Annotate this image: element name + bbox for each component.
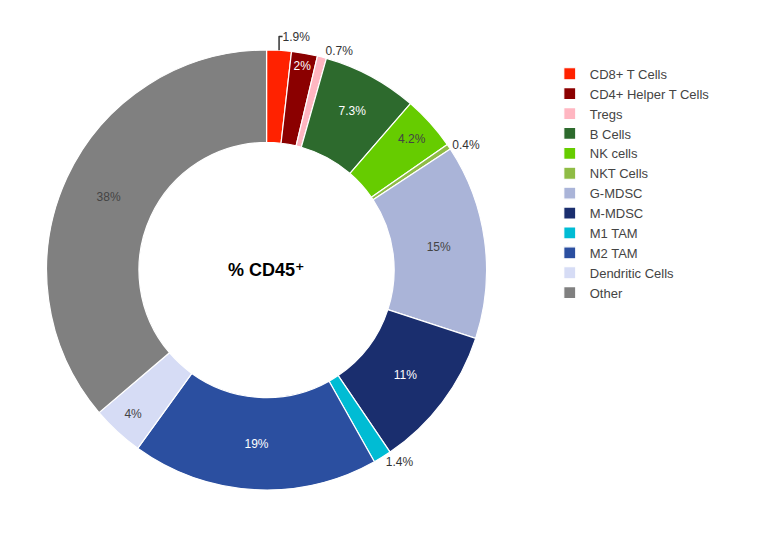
svg-text:B Cells: B Cells [590,127,632,142]
svg-text:G-MDSC: G-MDSC [590,186,643,201]
svg-text:M2 TAM: M2 TAM [590,246,638,261]
svg-text:Other: Other [590,286,623,301]
svg-text:1.4%: 1.4% [386,455,414,469]
svg-text:Tregs: Tregs [590,107,623,122]
svg-text:% CD45⁺: % CD45⁺ [228,260,305,280]
svg-text:7.3%: 7.3% [338,104,366,118]
svg-text:0.7%: 0.7% [325,44,353,58]
svg-text:CD8+ T Cells: CD8+ T Cells [590,67,668,82]
svg-text:1.9%: 1.9% [283,30,311,44]
svg-text:11%: 11% [394,368,417,382]
svg-text:15%: 15% [427,240,451,254]
svg-text:38%: 38% [97,190,121,204]
svg-text:NKT Cells: NKT Cells [590,166,649,181]
svg-text:2%: 2% [294,59,312,73]
svg-text:NK cells: NK cells [590,146,638,161]
svg-text:CD4+ Helper T Cells: CD4+ Helper T Cells [590,87,710,102]
svg-text:Dendritic Cells: Dendritic Cells [590,266,674,281]
svg-text:19%: 19% [245,437,269,451]
svg-text:4.2%: 4.2% [398,132,426,146]
svg-text:M-MDSC: M-MDSC [590,206,643,221]
svg-text:4%: 4% [124,407,142,421]
svg-text:M1 TAM: M1 TAM [590,226,638,241]
svg-text:0.4%: 0.4% [452,138,480,152]
